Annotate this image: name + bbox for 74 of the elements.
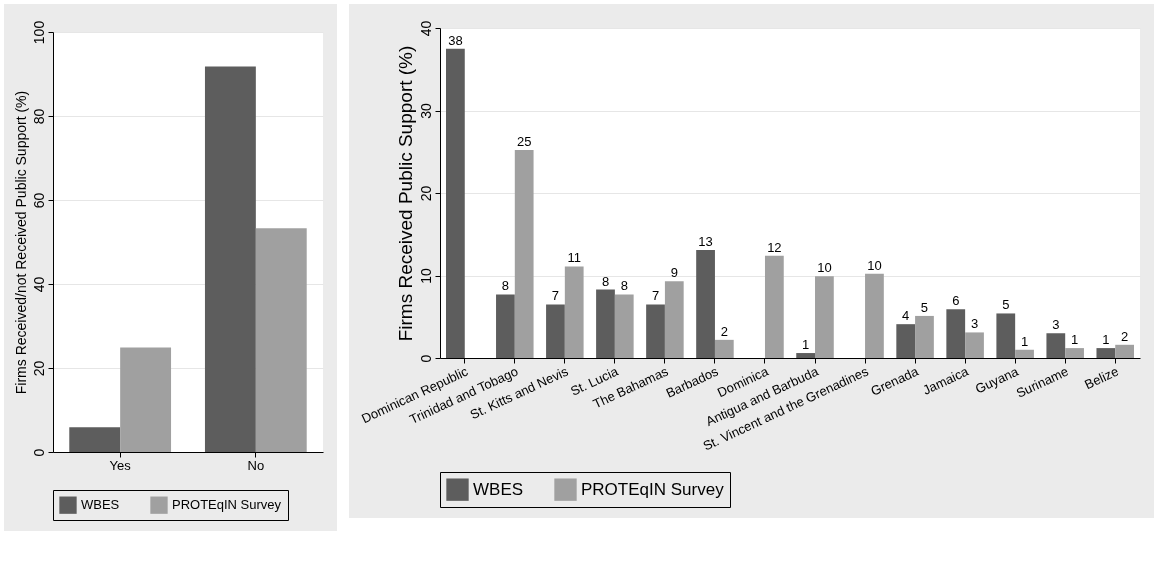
y-tick-label: 40 (417, 20, 434, 37)
data-label: 8 (501, 278, 510, 294)
bar (915, 315, 934, 358)
y-tick-label: 100 (30, 20, 47, 45)
bar (120, 347, 172, 452)
y-axis-title: Firms Received/not Received Public Support (%) (12, 90, 29, 395)
x-tick-label: Yes (109, 457, 132, 473)
bar (614, 294, 634, 358)
data-label: 5 (920, 299, 929, 315)
data-label: 38 (448, 32, 463, 48)
data-label: 6 (952, 293, 960, 309)
bar (865, 273, 884, 358)
bar (714, 339, 734, 358)
bar (546, 304, 565, 358)
bar (1015, 349, 1034, 358)
data-label: 13 (698, 233, 713, 249)
x-tick-label: Belize (1082, 363, 1121, 393)
data-label: 1 (1020, 333, 1029, 349)
data-label: 2 (1121, 328, 1129, 344)
data-label: 1 (802, 337, 810, 353)
data-label: 4 (902, 308, 910, 324)
bar (965, 332, 984, 358)
data-label: 9 (670, 265, 678, 281)
data-label: 3 (970, 316, 979, 332)
legend-label: WBES (473, 479, 524, 499)
data-label: 2 (720, 323, 728, 339)
bar (664, 281, 684, 358)
legend-label: WBES (81, 497, 120, 513)
data-label: 10 (817, 260, 832, 276)
bar (596, 289, 615, 358)
data-label: 7 (651, 288, 660, 304)
bar (69, 427, 121, 452)
y-tick-label: 10 (417, 268, 434, 284)
legend-label: PROTEqIN Survey (581, 479, 725, 499)
data-label: 8 (601, 273, 610, 289)
bar (896, 324, 916, 358)
bar (564, 266, 584, 358)
bar (1096, 348, 1116, 358)
bar (514, 150, 534, 358)
data-label: 7 (551, 288, 560, 304)
bar (764, 255, 784, 358)
y-tick-label: 60 (30, 192, 47, 209)
y-tick-label: 80 (30, 108, 47, 125)
y-tick-label: 0 (30, 448, 47, 457)
y-tick-label: 0 (417, 354, 434, 363)
bar (996, 313, 1016, 358)
legend-label: PROTEqIN Survey (172, 497, 282, 513)
y-axis-title: Firms Received Public Support (%) (394, 45, 416, 342)
bar (446, 48, 465, 358)
bar (1115, 344, 1134, 358)
bar (696, 249, 715, 358)
bar (255, 228, 307, 452)
data-label: 3 (1052, 317, 1060, 333)
data-label: 1 (1070, 332, 1079, 348)
y-tick-label: 40 (30, 276, 47, 293)
y-tick-label: 30 (417, 103, 434, 119)
bar (646, 304, 665, 358)
bar (946, 309, 966, 358)
x-tick-label: No (247, 457, 265, 473)
bar (204, 66, 256, 452)
bar (1065, 348, 1084, 358)
data-label: 5 (1002, 297, 1010, 313)
bar (796, 353, 816, 358)
data-label: 11 (567, 250, 581, 266)
data-label: 1 (1102, 332, 1110, 348)
data-label: 25 (516, 134, 532, 150)
data-label: 12 (767, 239, 782, 255)
bar (815, 276, 834, 358)
y-tick-label: 20 (417, 185, 434, 202)
bar (496, 294, 515, 358)
data-label: 8 (620, 278, 628, 294)
bar (1046, 333, 1066, 358)
y-tick-label: 20 (30, 360, 47, 377)
data-label: 10 (867, 257, 882, 273)
